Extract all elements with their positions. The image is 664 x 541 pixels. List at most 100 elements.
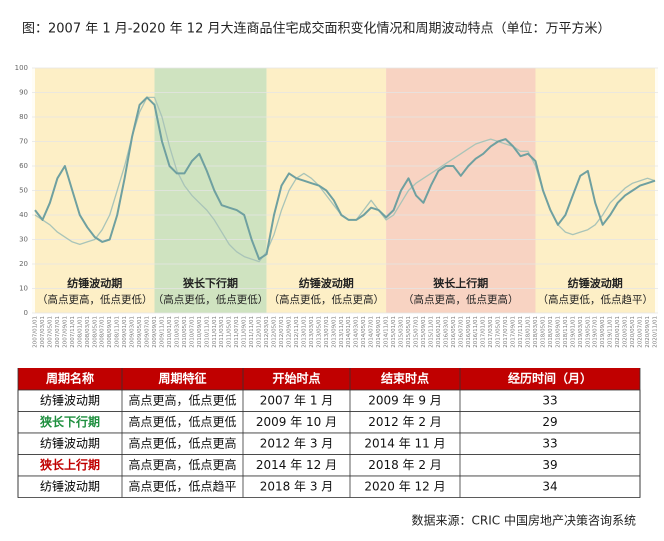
table-cell: 高点更低，低点更低 xyxy=(128,414,236,429)
x-tick-label: 2018/03/01 xyxy=(533,316,539,348)
x-tick-label: 2014/05/01 xyxy=(361,316,367,348)
table-cell: 33 xyxy=(542,393,557,407)
chart-title: 图：2007 年 1 月-2020 年 12 月大连商品住宅成交面积变化情况和周… xyxy=(22,21,610,37)
table-cell: 2009 年 10 月 xyxy=(256,415,337,429)
x-tick-label: 2007/11/01 xyxy=(70,316,76,348)
x-tick-label: 2018/07/01 xyxy=(548,316,554,348)
x-tick-label: 2008/07/01 xyxy=(100,316,106,348)
period-note: （高点更低，低点更低） xyxy=(153,293,269,306)
y-tick-label: 60 xyxy=(19,162,28,170)
period-note: （高点更高，低点更高） xyxy=(403,293,519,306)
x-tick-label: 2008/03/01 xyxy=(85,316,91,348)
x-tick-label: 2012/07/01 xyxy=(279,316,285,348)
table-cell: 纺锤波动期 xyxy=(40,435,100,450)
x-tick-label: 2015/01/01 xyxy=(391,316,397,348)
table-cell: 纺锤波动期 xyxy=(40,478,100,493)
y-tick-label: 80 xyxy=(19,113,28,121)
x-tick-label: 2020/07/01 xyxy=(638,316,644,348)
x-tick-label: 2011/07/01 xyxy=(234,316,240,348)
x-tick-label: 2017/05/01 xyxy=(496,316,502,348)
table-cell: 2018 年 2 月 xyxy=(368,458,442,472)
x-tick-label: 2016/03/01 xyxy=(443,316,449,348)
x-tick-label: 2019/01/01 xyxy=(570,316,576,348)
x-tick-label: 2019/03/01 xyxy=(578,316,584,348)
y-tick-label: 50 xyxy=(19,187,28,195)
table-cell: 39 xyxy=(542,458,557,472)
x-tick-label: 2008/01/01 xyxy=(77,316,83,348)
table-cell: 2012 年 2 月 xyxy=(368,415,442,429)
period-note: （高点更高，低点更低） xyxy=(37,293,153,306)
table-cell: 高点更高，低点更高 xyxy=(128,457,236,472)
period-note: （高点更低，低点趋平） xyxy=(537,293,653,306)
x-tick-label: 2016/07/01 xyxy=(458,316,464,348)
table-cell: 2007 年 1 月 xyxy=(260,393,334,407)
x-tick-label: 2012/03/01 xyxy=(264,316,270,348)
table-header-bg xyxy=(18,368,640,390)
x-tick-label: 2019/11/01 xyxy=(608,316,614,348)
x-tick-label: 2011/09/01 xyxy=(242,316,248,348)
x-tick-label: 2014/01/01 xyxy=(346,316,352,348)
table-cell: 纺锤波动期 xyxy=(40,392,100,407)
x-tick-label: 2007/09/01 xyxy=(62,316,68,348)
y-tick-label: 90 xyxy=(19,89,28,97)
x-tick-label: 2014/03/01 xyxy=(354,316,360,348)
x-tick-label: 2016/09/01 xyxy=(466,316,472,348)
x-tick-label: 2007/05/01 xyxy=(47,316,53,348)
x-tick-label: 2014/11/01 xyxy=(384,316,390,348)
period-label: 纺锤波动期 xyxy=(568,276,623,290)
table-cell: 2014 年 11 月 xyxy=(364,436,445,450)
x-tick-label: 2010/07/01 xyxy=(189,316,195,348)
x-tick-label: 2011/01/01 xyxy=(212,316,218,348)
table-cell: 2018 年 3 月 xyxy=(260,479,334,493)
x-tick-label: 2016/05/01 xyxy=(451,316,457,348)
x-tick-label: 2009/03/01 xyxy=(130,316,136,348)
y-tick-label: 100 xyxy=(15,64,28,72)
x-tick-label: 2020/11/01 xyxy=(653,316,659,348)
x-tick-label: 2009/01/01 xyxy=(122,316,128,348)
x-tick-label: 2016/01/01 xyxy=(436,316,442,348)
x-tick-label: 2008/11/01 xyxy=(115,316,121,348)
x-tick-label: 2010/09/01 xyxy=(197,316,203,348)
period-note: （高点更低，低点更高） xyxy=(269,293,385,306)
table-cell: 高点更低，低点趋平 xyxy=(128,478,236,493)
x-tick-label: 2018/09/01 xyxy=(555,316,561,348)
x-tick-label: 2019/09/01 xyxy=(600,316,606,348)
x-tick-label: 2007/03/01 xyxy=(40,316,46,348)
y-tick-label: 40 xyxy=(19,211,28,219)
period-label: 狭长下行期 xyxy=(182,276,238,290)
table-cell: 2014 年 12 月 xyxy=(256,458,337,472)
x-tick-label: 2013/07/01 xyxy=(324,316,330,348)
x-tick-label: 2017/11/01 xyxy=(518,316,524,348)
x-tick-label: 2018/05/01 xyxy=(540,316,546,348)
x-tick-label: 2011/11/01 xyxy=(249,316,255,348)
x-tick-label: 2017/01/01 xyxy=(481,316,487,348)
table-header: 周期特征 xyxy=(158,371,206,386)
x-tick-label: 2015/09/01 xyxy=(421,316,427,348)
source: 数据来源：CRIC 中国房地产决策咨询系统 xyxy=(412,513,636,528)
x-tick-label: 2011/03/01 xyxy=(219,316,225,348)
table-header: 经历时间（月） xyxy=(508,371,592,386)
x-tick-label: 2020/01/01 xyxy=(615,316,621,348)
table-cell: 狭长下行期 xyxy=(39,414,100,429)
x-tick-label: 2008/05/01 xyxy=(92,316,98,348)
table-header: 周期名称 xyxy=(46,371,94,386)
table-cell: 2012 年 3 月 xyxy=(260,436,334,450)
y-tick-label: 10 xyxy=(19,285,28,293)
table-cell: 2009 年 9 月 xyxy=(368,393,442,407)
table-cell: 33 xyxy=(542,436,557,450)
x-tick-label: 2018/11/01 xyxy=(563,316,569,348)
table-cell: 高点更高，低点更低 xyxy=(128,392,236,407)
x-tick-label: 2007/01/01 xyxy=(33,316,39,348)
x-tick-label: 2015/07/01 xyxy=(413,316,419,348)
x-tick-label: 2013/03/01 xyxy=(309,316,315,348)
x-tick-label: 2018/01/01 xyxy=(526,316,532,348)
table-header: 结束时点 xyxy=(381,371,429,386)
x-tick-label: 2012/11/01 xyxy=(294,316,300,348)
x-tick-label: 2013/05/01 xyxy=(316,316,322,348)
x-tick-label: 2010/01/01 xyxy=(167,316,173,348)
x-tick-label: 2015/03/01 xyxy=(399,316,405,348)
x-tick-label: 2015/11/01 xyxy=(428,316,434,348)
x-tick-label: 2009/11/01 xyxy=(159,316,165,348)
x-tick-label: 2019/05/01 xyxy=(585,316,591,348)
table-cell: 34 xyxy=(542,479,557,493)
